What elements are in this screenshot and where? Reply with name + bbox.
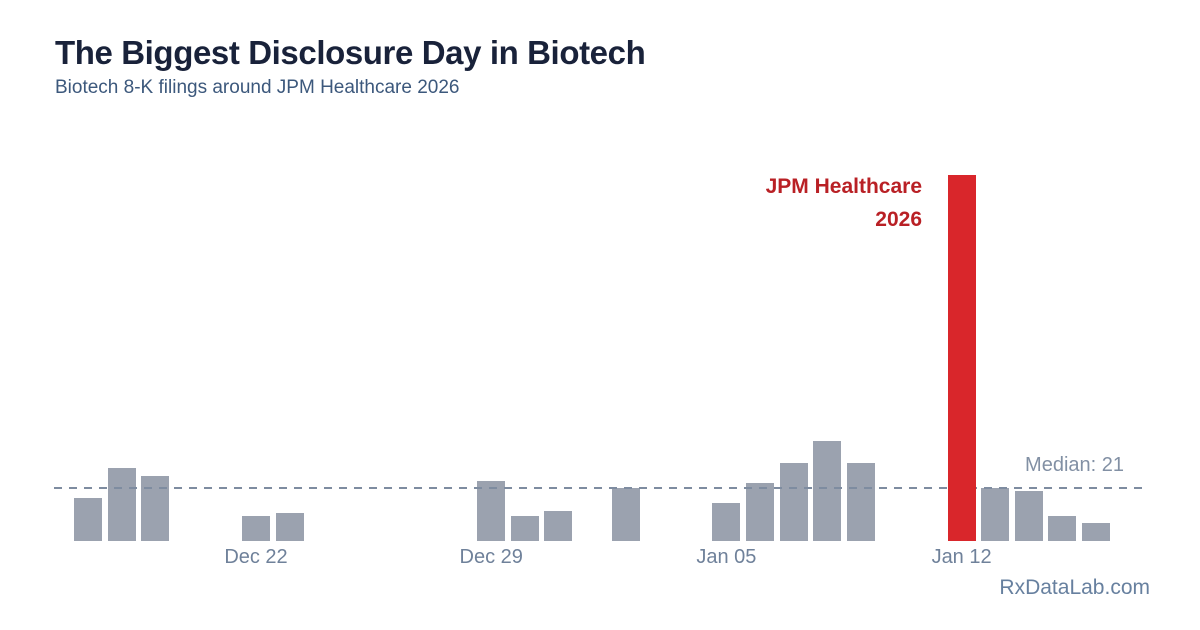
x-tick-jan-05: Jan 05 — [696, 546, 757, 568]
bar-jan-12 — [947, 174, 976, 541]
bar-dec-19 — [141, 475, 170, 541]
bar-dec-18 — [107, 468, 136, 541]
bar-dec-22 — [242, 515, 270, 541]
bar-dec-30 — [510, 515, 539, 541]
median-label: Median: 21 — [1025, 454, 1124, 476]
bar-jan-15 — [1048, 515, 1077, 541]
bar-jan-08 — [813, 440, 842, 541]
x-tick-dec-29: Dec 29 — [459, 546, 523, 568]
bar-jan-13 — [981, 488, 1010, 541]
source-watermark: RxDataLab.com — [999, 576, 1150, 599]
bar-dec-29 — [477, 480, 506, 541]
bar-jan-14 — [1014, 490, 1043, 541]
median-dashed-line — [54, 487, 1145, 489]
x-tick-jan-12: Jan 12 — [931, 546, 992, 568]
bar-jan-06 — [746, 483, 774, 541]
jpm-annotation-line-2: 2026 — [875, 208, 922, 231]
chart-title: The Biggest Disclosure Day in Biotech — [55, 34, 646, 71]
jpm-annotation: JPM Healthcare 2026 — [766, 170, 922, 236]
bar-jan-09 — [846, 463, 875, 541]
bar-jan-05 — [712, 503, 741, 541]
bar-dec-31 — [544, 510, 573, 541]
bar-jan-16 — [1082, 523, 1110, 541]
bar-dec-23 — [275, 513, 304, 541]
chart-subtitle: Biotech 8-K filings around JPM Healthcar… — [55, 77, 460, 98]
bar-jan-07 — [779, 463, 808, 541]
x-tick-dec-22: Dec 22 — [224, 546, 288, 568]
bar-jan-02 — [611, 488, 640, 541]
jpm-annotation-line-1: JPM Healthcare — [765, 175, 922, 198]
bar-dec-17 — [74, 498, 102, 541]
